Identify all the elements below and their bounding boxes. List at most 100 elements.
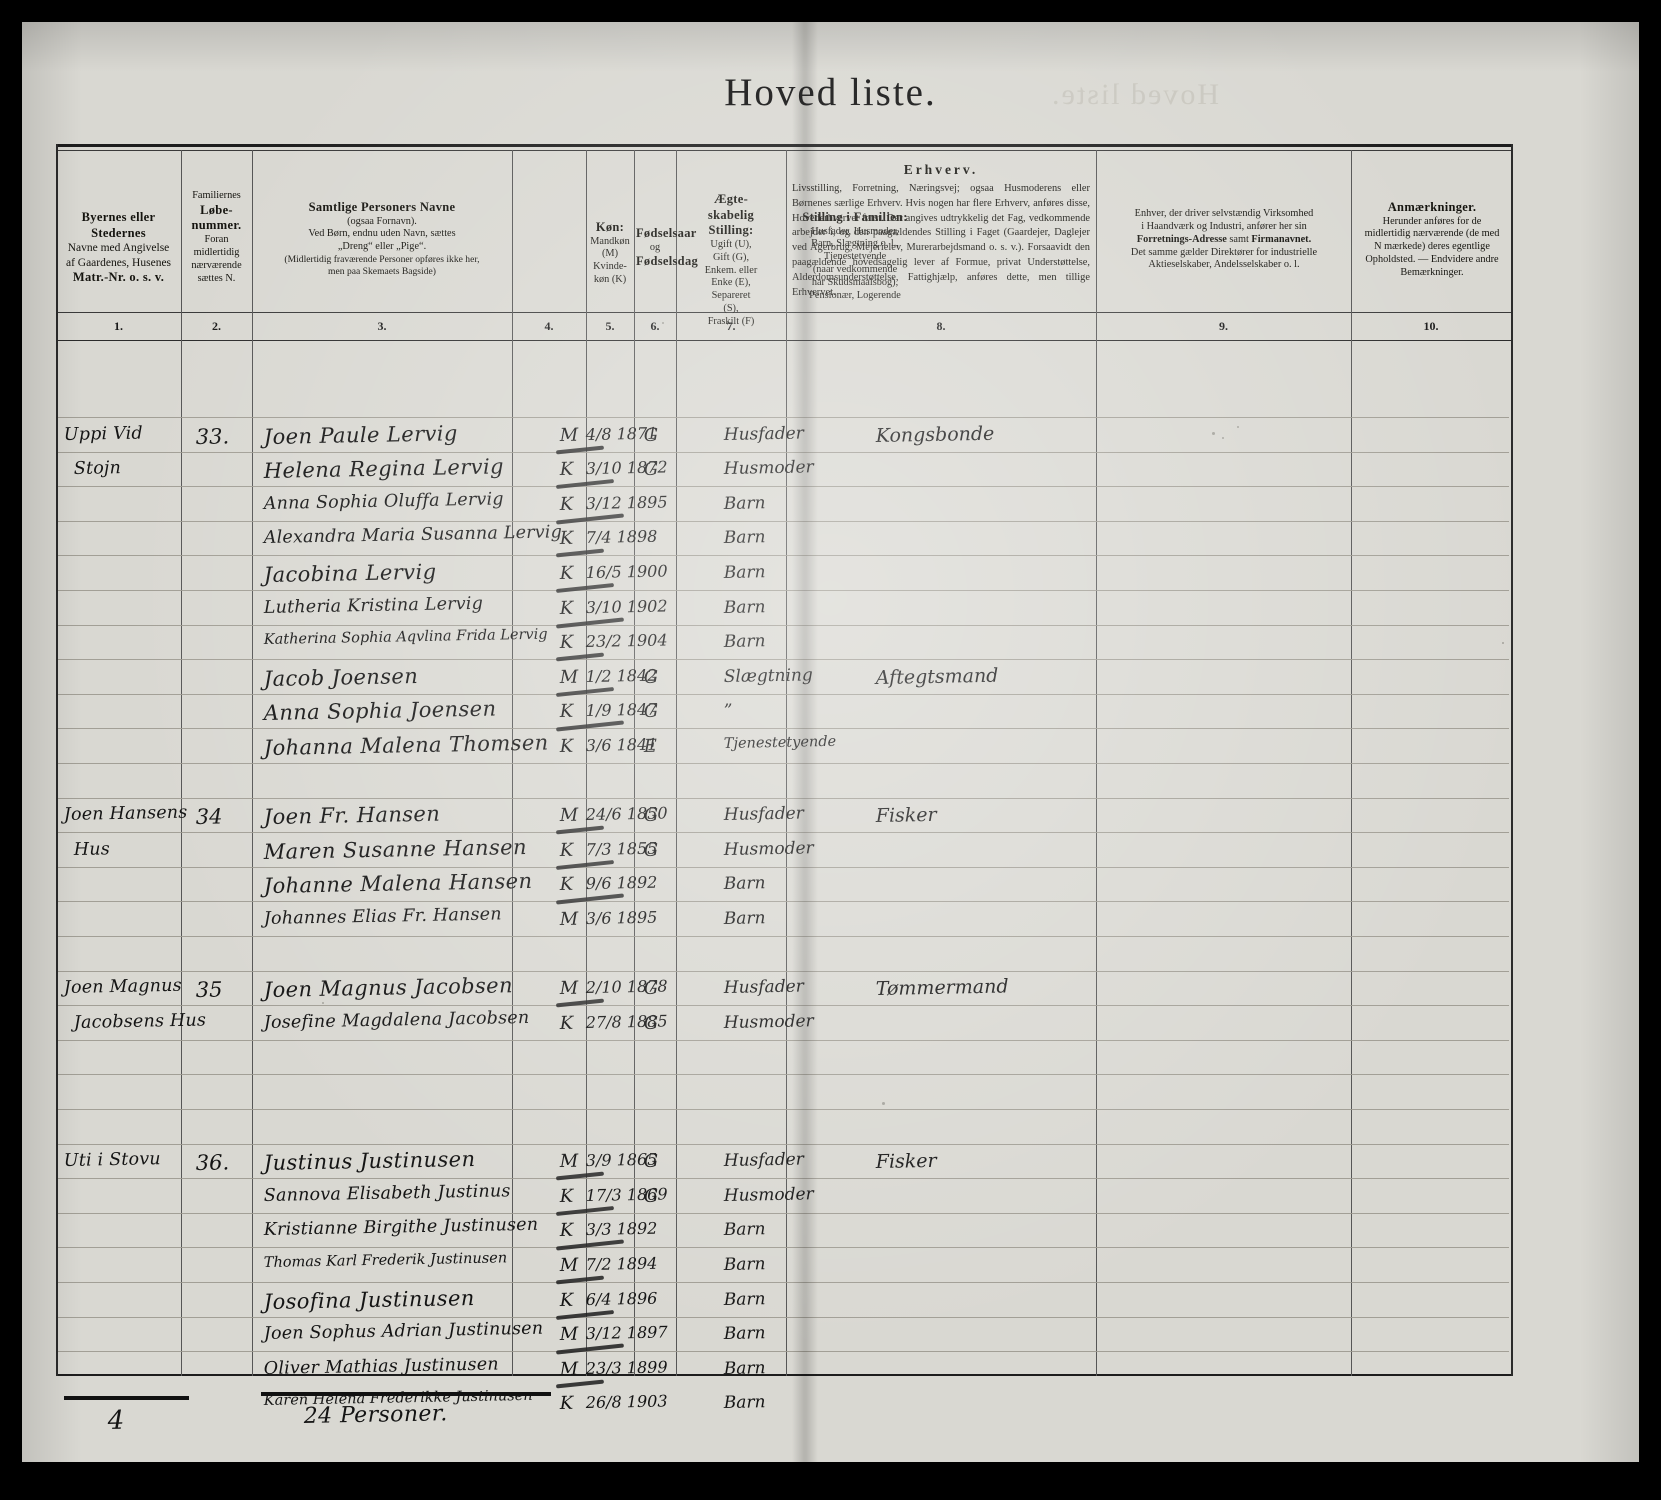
- pen-stroke-mark: [555, 893, 625, 905]
- person-name: Joen Magnus Jacobsen: [263, 973, 514, 1003]
- column-header-line: Ægte-: [713, 192, 749, 206]
- person-birthdate: 3/3 1892: [585, 1219, 658, 1240]
- person-sex: K: [559, 1289, 574, 1311]
- person-family-position: Slægtning: [723, 665, 813, 687]
- person-sex: M: [559, 1358, 579, 1380]
- person-sex: K: [559, 1185, 574, 1207]
- table-rule: [58, 866, 1509, 868]
- table-rule: [58, 936, 1509, 937]
- column-header-line: Stilling:: [708, 223, 754, 238]
- column-header-line: Enhver, der driver selvstændig Virksomhe…: [1134, 208, 1314, 219]
- person-name: Johanne Malena Hansen: [263, 869, 533, 899]
- person-sex: K: [559, 701, 574, 723]
- person-sex: M: [559, 1323, 579, 1346]
- column-header-line: Fødselsdag: [636, 254, 699, 269]
- place-name: Jacobsens Hus: [73, 1010, 207, 1033]
- pen-stroke-mark: [555, 1343, 625, 1355]
- person-name: Lutheria Kristina Lervig: [263, 593, 484, 618]
- table-rule: [58, 901, 1509, 903]
- table-rule: [58, 1212, 1509, 1214]
- column-header-line: Opholdsted. — Endvidere andre: [1365, 254, 1499, 266]
- person-occupation: Tømmermand: [875, 975, 1009, 1001]
- person-marital-status: G: [643, 424, 659, 446]
- column-header-line: Stilling i Familien:: [802, 210, 908, 224]
- person-name: Kristianne Birgithe Justinusen: [263, 1215, 539, 1241]
- table-rule: [58, 1178, 1509, 1180]
- column-header-line: Aktieselskaber, Andelsselskaber o. l.: [1148, 259, 1300, 271]
- column-header-line: Navne med Angivelse: [67, 242, 170, 255]
- person-family-position: Husmoder: [723, 457, 814, 480]
- person-family-position: Tjenestetyende: [723, 733, 837, 752]
- person-sex: M: [559, 1254, 579, 1276]
- column-header-5: Fødselsaar og Fødselsdag: [636, 226, 699, 270]
- column-header-line: (ogsaa Fornavn).: [347, 215, 417, 227]
- person-name: Jacob Joensen: [263, 663, 419, 691]
- column-header-line: af Gaardenes, Husenes: [65, 256, 172, 269]
- column-header-line: Foran: [204, 234, 229, 246]
- table-rule-vertical: [1511, 144, 1513, 1376]
- person-name: Johanna Malena Thomsen: [263, 730, 549, 760]
- column-header-line: Familiernes: [192, 190, 241, 201]
- person-family-position: Barn: [723, 1254, 766, 1275]
- column-number-3: 3.: [377, 319, 387, 333]
- column-number-6: 6.: [650, 319, 660, 333]
- person-family-position: Husfader: [723, 1149, 804, 1172]
- column-header-line: Separeret: [711, 290, 751, 302]
- scan-speck: [662, 322, 664, 324]
- pen-stroke-mark: [555, 825, 605, 835]
- column-header-line: Kvinde-: [593, 261, 627, 273]
- table-rule: [58, 693, 1509, 695]
- person-marital-status: G: [643, 977, 659, 1000]
- person-name: Maren Susanne Hansen: [263, 834, 528, 864]
- person-family-position: Barn: [723, 908, 766, 929]
- person-sex: M: [559, 1150, 579, 1173]
- person-family-position: Barn: [723, 596, 766, 618]
- person-occupation: Fisker: [875, 1150, 937, 1174]
- column-header-line: har Skudsmaalsbog),: [811, 277, 899, 289]
- person-sex: M: [559, 666, 579, 688]
- column-header-line: Herunder anføres for de: [1382, 215, 1482, 227]
- person-name: Thomas Karl Frederik Justinusen: [263, 1250, 508, 1271]
- column-header-line: midlertidig: [193, 246, 240, 258]
- person-name: Jacobina Lervig: [263, 559, 437, 587]
- person-marital-status: G: [643, 1012, 659, 1034]
- column-header-line: Tjenestetyende: [823, 251, 887, 263]
- person-family-position: Barn: [723, 873, 766, 895]
- household-number: 35: [195, 977, 223, 1003]
- pen-stroke-mark: [555, 1309, 615, 1320]
- table-rule: [58, 1039, 1509, 1041]
- pen-stroke-mark: [555, 582, 615, 594]
- table-rule: [58, 659, 1509, 661]
- column-number-9: 9.: [1219, 319, 1228, 333]
- paper-sheet: Hoved liste. Hoved liste. Byernes eller …: [22, 22, 1639, 1462]
- person-occupation: Kongsbonde: [875, 422, 995, 447]
- person-name: Joen Paule Lervig: [263, 420, 458, 449]
- column-header-line: i Haandværk og Industri, anfører her sin: [1141, 220, 1307, 232]
- person-marital-status: E: [643, 735, 658, 757]
- person-marital-status: G: [643, 458, 659, 481]
- table-rule: [56, 340, 1511, 341]
- person-sex: K: [559, 458, 574, 481]
- person-marital-status: G: [643, 839, 659, 861]
- person-sex: K: [559, 562, 574, 584]
- person-family-position: Barn: [723, 527, 766, 549]
- pen-stroke-mark: [555, 1239, 625, 1251]
- erhverv-description: Livsstilling, Forretning, Næringsvej; og…: [792, 183, 1090, 298]
- column-number-4: 4.: [544, 319, 554, 333]
- table-rule: [58, 970, 1509, 972]
- person-name: Josefine Magdalena Jacobsen: [263, 1007, 530, 1033]
- footer-underline-names: [261, 1392, 551, 1397]
- column-header-line: Byernes eller Stedernes: [81, 210, 156, 240]
- person-family-position: Barn: [723, 1392, 766, 1414]
- column-header-line: Fraskilt (F): [707, 316, 755, 328]
- person-family-position: Husmoder: [723, 1011, 814, 1033]
- person-birthdate: 16/5 1900: [585, 561, 668, 582]
- person-family-position: Husfader: [723, 423, 804, 445]
- scan-speck: [1237, 426, 1239, 428]
- table-rule: [58, 832, 1509, 834]
- person-sex: K: [559, 528, 574, 550]
- column-number-10: 10.: [1423, 319, 1439, 333]
- person-family-position: Barn: [723, 562, 766, 583]
- person-name: Johannes Elias Fr. Hansen: [263, 904, 502, 929]
- person-birthdate: 3/12 1897: [585, 1322, 668, 1344]
